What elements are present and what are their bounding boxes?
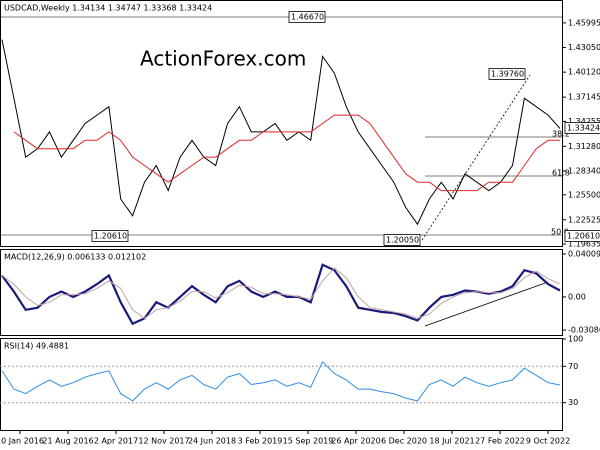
annotation: 1.33424 (567, 124, 600, 133)
y-tick-label: 70 (568, 362, 578, 371)
x-tick-label: 2 Apr 2017 (94, 437, 138, 446)
series-line (1, 267, 561, 320)
rsi-panel (0, 338, 563, 431)
y-tick-label: 1.25500 (568, 190, 600, 199)
y-tick-label: 30 (568, 398, 578, 407)
annotation: 1.20050 (386, 236, 419, 245)
annotation: 1.39760 (491, 70, 524, 79)
x-tick-label: 26 Apr 2020 (331, 437, 380, 446)
y-tick-label: 0.00 (568, 292, 586, 301)
x-tick-label: 18 Jul 2021 (429, 437, 474, 446)
panel-title: USDCAD,Weekly 1.34134 1.34747 1.33368 1.… (4, 4, 212, 13)
y-tick-label: 1.34255 (568, 117, 600, 126)
panel-title: MACD(12,26,9) 0.006133 0.012102 (4, 253, 146, 262)
x-tick-label: 10 Jan 2016 (0, 437, 44, 446)
y-tick-label: 1.28340 (568, 166, 600, 175)
x-tick-label: 9 Oct 2022 (526, 437, 570, 446)
annotation: 1.46670 (291, 13, 324, 22)
x-tick-label: 3 Feb 2019 (238, 437, 283, 446)
series-line (13, 114, 560, 192)
label-box (383, 234, 421, 246)
y-tick-label: 1.43050 (568, 43, 600, 52)
watermark: ActionForex.com (140, 47, 306, 71)
y-tick-label: 1.22525 (568, 215, 600, 224)
x-tick-label: 6 Dec 2020 (381, 437, 427, 446)
x-tick-label: 27 Feb 2022 (475, 437, 525, 446)
y-tick-label: 1.19635 (568, 240, 600, 249)
label-box (564, 122, 600, 134)
y-tick-label: 1.45995 (568, 18, 600, 27)
series-line (1, 360, 561, 402)
price-panel (0, 0, 563, 247)
macd-trend-line (424, 281, 549, 327)
annotation: 50.0 (551, 228, 569, 237)
y-tick-label: 1.40120 (568, 68, 600, 77)
annotation: 1.20610 (94, 232, 127, 241)
y-tick-label: 1.37145 (568, 93, 600, 102)
trend-line (421, 74, 531, 241)
label-box (91, 230, 129, 242)
panel-title: RSI(14) 49.4881 (4, 342, 69, 351)
y-tick-label: -0.03086 (568, 326, 600, 335)
y-tick-label: 1.31280 (568, 142, 600, 151)
annotation: 61.8 (552, 169, 570, 178)
label-box (288, 11, 326, 23)
macd-panel (0, 249, 563, 336)
x-tick-label: 15 Sep 2019 (283, 437, 334, 446)
x-tick-label: 12 Nov 2017 (138, 437, 189, 446)
y-tick-label: 100 (568, 335, 583, 344)
label-box (488, 68, 526, 80)
label-box (564, 230, 600, 242)
annotation: 1.20610 (567, 232, 600, 241)
x-tick-label: 21 Aug 2016 (42, 437, 93, 446)
x-tick-label: 24 Jun 2018 (188, 437, 236, 446)
annotation: 38.2 (552, 130, 570, 139)
y-tick-label: 0.040094 (568, 249, 600, 258)
